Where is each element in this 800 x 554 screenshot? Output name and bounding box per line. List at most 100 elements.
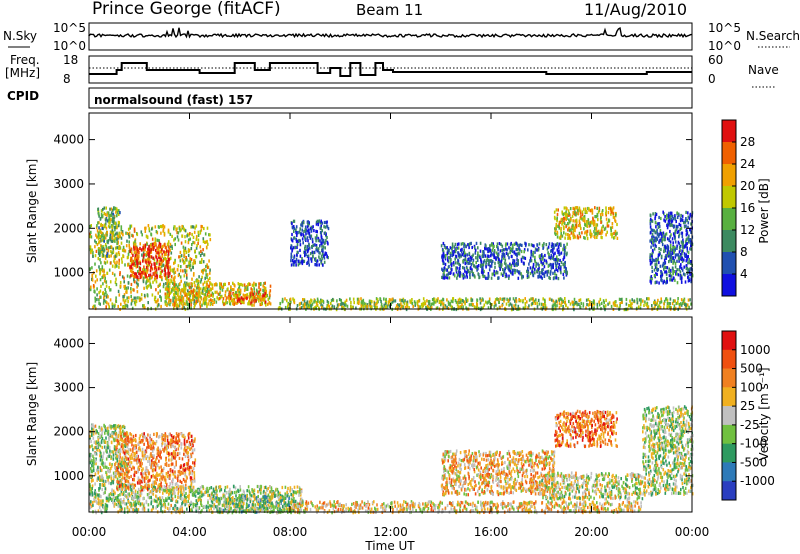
heatmap-cell xyxy=(689,238,692,242)
heatmap-cell xyxy=(629,299,631,303)
heatmap-cell xyxy=(185,265,188,269)
heatmap-cell xyxy=(126,505,129,509)
heatmap-cell xyxy=(556,219,558,223)
heatmap-cell xyxy=(253,281,255,285)
heatmap-cell xyxy=(518,246,520,250)
heatmap-cell xyxy=(167,257,170,261)
heatmap-cell xyxy=(105,218,107,222)
y-tick-label: 3000 xyxy=(53,177,84,191)
nsearch-tick-high: 10^5 xyxy=(708,21,741,35)
heatmap-cell xyxy=(480,260,483,264)
heatmap-cell xyxy=(572,225,574,229)
heatmap-cell xyxy=(477,264,480,268)
heatmap-cell xyxy=(114,207,116,211)
heatmap-cell xyxy=(150,285,152,289)
heatmap-cell xyxy=(123,276,125,280)
heatmap-cell xyxy=(474,305,476,309)
heatmap-cell xyxy=(291,259,294,263)
heatmap-cell xyxy=(144,245,147,249)
heatmap-cell xyxy=(168,273,171,277)
heatmap-cell xyxy=(169,248,171,252)
heatmap-cell xyxy=(318,263,320,267)
heatmap-cell xyxy=(197,283,200,288)
heatmap-cell xyxy=(685,242,687,246)
heatmap-cell xyxy=(678,235,680,239)
heatmap-cell xyxy=(291,249,293,253)
heatmap-cell xyxy=(580,301,582,306)
heatmap-cell xyxy=(166,266,169,270)
heatmap-cell xyxy=(111,463,113,467)
heatmap-cell xyxy=(106,446,109,450)
heatmap-cell xyxy=(573,297,576,301)
heatmap-cell xyxy=(104,487,107,491)
heatmap-cell xyxy=(606,230,608,234)
heatmap-cell xyxy=(446,305,448,309)
heatmap-cell xyxy=(499,249,502,253)
heatmap-cell xyxy=(320,242,322,246)
heatmap-cell xyxy=(147,252,150,256)
heatmap-cell xyxy=(550,264,553,268)
heatmap-cell xyxy=(586,229,589,233)
heatmap-cell xyxy=(104,490,106,495)
heatmap-cell xyxy=(157,298,159,302)
heatmap-cell xyxy=(323,220,326,225)
heatmap-cell xyxy=(192,295,194,299)
heatmap-cell xyxy=(95,233,97,237)
heatmap-cell xyxy=(123,425,126,430)
heatmap-cell xyxy=(519,248,521,252)
heatmap-cell xyxy=(449,260,452,264)
heatmap-cell xyxy=(159,244,162,248)
heatmap-cell xyxy=(167,260,170,264)
heatmap-cell xyxy=(369,302,372,306)
heatmap-cell xyxy=(560,260,563,265)
heatmap-cell xyxy=(669,254,671,258)
heatmap-cell xyxy=(290,300,292,304)
heatmap-cell xyxy=(588,207,590,211)
heatmap-cell xyxy=(522,261,525,265)
heatmap-cell xyxy=(190,247,193,251)
heatmap-cell xyxy=(476,303,478,307)
heatmap-cell xyxy=(203,253,205,257)
heatmap-cell xyxy=(651,237,654,241)
heatmap-cell xyxy=(184,287,187,291)
heatmap-cell xyxy=(321,257,323,261)
heatmap-cell xyxy=(673,260,675,264)
heatmap-cell xyxy=(123,497,125,501)
heatmap-cell xyxy=(95,249,98,253)
heatmap-cell xyxy=(687,221,690,225)
heatmap-cell xyxy=(105,305,107,309)
heatmap-cell xyxy=(680,280,683,284)
heatmap-cell xyxy=(152,280,154,284)
heatmap-cell xyxy=(134,303,137,307)
heatmap-cell xyxy=(357,297,360,301)
heatmap-cell xyxy=(192,273,195,277)
heatmap-cell xyxy=(130,256,133,260)
heatmap-cell xyxy=(90,493,92,497)
heatmap-cell xyxy=(121,230,124,234)
heatmap-cell xyxy=(187,249,190,253)
heatmap-cell xyxy=(167,269,170,273)
heatmap-cell xyxy=(147,279,150,283)
heatmap-cell xyxy=(128,231,131,235)
heatmap-cell xyxy=(230,297,233,301)
heatmap-cell xyxy=(565,225,567,229)
heatmap-cell xyxy=(183,227,185,231)
heatmap-cell xyxy=(296,242,299,247)
heatmap-cell xyxy=(109,298,112,302)
heatmap-cell xyxy=(531,302,533,306)
heatmap-cell xyxy=(670,217,673,221)
heatmap-cell xyxy=(200,228,203,232)
heatmap-cell xyxy=(318,306,320,310)
heatmap-cell xyxy=(157,248,159,252)
heatmap-cell xyxy=(444,304,447,308)
heatmap-cell xyxy=(600,301,603,305)
heatmap-cell xyxy=(470,241,472,245)
heatmap-cell xyxy=(112,496,115,500)
heatmap-cell xyxy=(555,208,558,212)
heatmap-cell xyxy=(143,286,145,290)
heatmap-cell xyxy=(102,282,104,286)
heatmap-cell xyxy=(316,234,318,238)
heatmap-cell xyxy=(562,225,565,229)
heatmap-cell xyxy=(89,454,91,458)
heatmap-cell xyxy=(196,286,198,290)
